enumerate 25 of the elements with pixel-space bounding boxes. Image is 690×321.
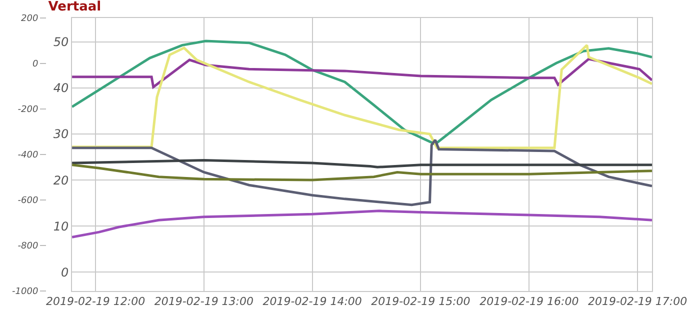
y-tick-label: 0 [61,265,70,280]
line-series [72,138,652,206]
y2-tick-label: -800 [18,242,38,252]
x-tick-label: 2019-02-19 15:00 [371,295,470,308]
x-tick-label: 2019-02-19 16:00 [480,295,579,308]
x-tick-label: 2019-02-19 13:00 [154,295,254,308]
x-tick-label: 2019-02-19 17:00 [588,295,688,308]
line-series [72,159,652,168]
y2-tick-label: 200 [21,14,38,24]
y-tick-label: 20 [53,173,70,188]
x-tick-label: 2019-02-19 14:00 [262,295,362,308]
y-tick-label: 40 [53,81,70,96]
line-series [72,164,652,182]
y-tick-label: 50 [53,35,70,50]
x-tick-label: 2019-02-19 12:00 [46,295,146,308]
y2-tick-label: -400 [18,150,38,161]
y-tick-label: 30 [53,127,70,142]
line-series [72,58,652,88]
y2-tick-label: 0 [32,60,38,70]
y2-tick-label: -1000 [12,287,38,298]
y2-tick-label: -600 [18,196,38,206]
chart-title: Vertaal [48,0,102,15]
y-tick-label: 10 [53,219,70,234]
y2-tick-label: -200 [18,105,38,116]
line-series [72,210,652,238]
